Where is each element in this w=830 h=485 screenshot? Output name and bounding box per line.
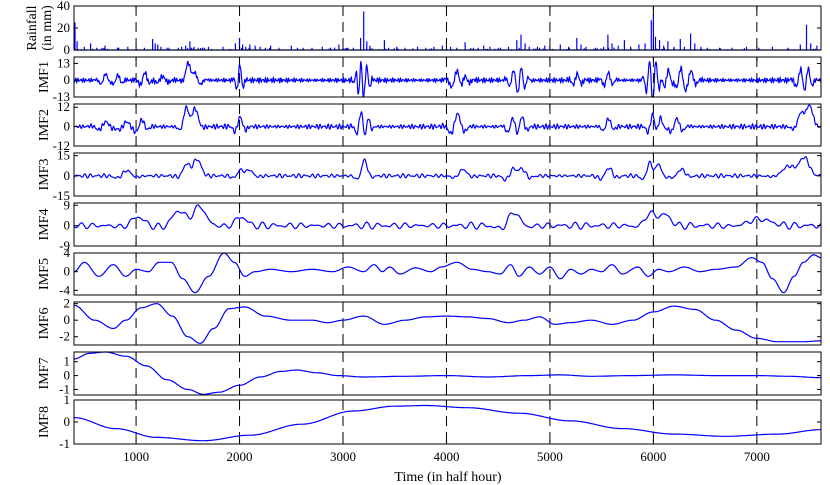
y-tick-label: -1 [59, 436, 70, 451]
y-axis-label-imf2: IMF2 [37, 109, 52, 141]
x-axis-label: Time (in half hour) [394, 470, 502, 485]
y-axis-label-imf7: IMF7 [37, 358, 52, 390]
panel-frame-imf6 [73, 301, 822, 346]
y-tick-label: 13 [57, 55, 70, 70]
y-tick-label: 0 [64, 168, 71, 183]
y-axis-label-rainfall: (in mm) [40, 5, 55, 51]
y-axis-label-imf6: IMF6 [37, 308, 52, 340]
y-tick-label: 4 [64, 245, 71, 260]
y-axis-label-imf5: IMF5 [37, 258, 52, 290]
y-axis-label-imf3: IMF3 [37, 159, 52, 191]
series-line-imf4 [73, 204, 822, 231]
y-tick-label: 40 [57, 0, 70, 13]
y-tick-label: -1 [59, 381, 70, 396]
x-tick-label: 2000 [227, 449, 253, 464]
x-tick-label: 5000 [537, 449, 563, 464]
y-tick-label: 0 [64, 218, 71, 233]
panel-imf8: -1 0 1 IMF8 [37, 392, 822, 451]
y-tick-label: 0 [64, 312, 71, 327]
panel-frame-imf1 [73, 56, 822, 98]
panel-imf7: -101 IMF7 [37, 351, 822, 396]
y-tick-label: 15 [57, 148, 70, 163]
x-tick-label: 7000 [744, 449, 770, 464]
y-tick-label: 20 [57, 20, 70, 35]
panel-frame-imf7 [73, 351, 822, 396]
panel-frame-imf4 [73, 202, 822, 247]
series-line-rainfall [74, 11, 821, 51]
series-line-imf1 [73, 60, 822, 98]
x-tick-label: 3000 [330, 449, 356, 464]
panel-imf4: -9 0 9 IMF4 [37, 197, 822, 253]
series-line-imf8 [74, 404, 821, 442]
series-line-imf2 [73, 104, 821, 136]
panel-imf3: -15 0 15 IMF3 [37, 148, 822, 203]
panel-frame-rainfall [73, 5, 822, 51]
y-tick-label: 0 [64, 119, 71, 134]
y-tick-label: 0 [64, 414, 71, 429]
series-line-imf7 [74, 351, 821, 395]
panel-imf6: -2 02 IMF6 [37, 296, 822, 346]
series-line-imf5 [73, 252, 821, 294]
panel-frame-imf3 [73, 152, 822, 197]
y-tick-label: -12 [53, 138, 70, 153]
panel-rainfall: 0 20 40 Rainfall (in mm) [25, 0, 822, 57]
y-tick-label: -2 [59, 329, 70, 344]
y-tick-label: 0 [64, 72, 71, 87]
y-tick-label: -4 [59, 282, 70, 297]
y-tick-label: 1 [64, 392, 71, 407]
y-tick-label: 0 [64, 368, 71, 383]
y-tick-label: -9 [59, 238, 70, 253]
series-line-imf6 [73, 303, 821, 344]
y-axis-label-imf1: IMF1 [37, 61, 52, 93]
y-axis-label-rainfall: Rainfall [25, 5, 40, 50]
x-tick-label: 1000 [123, 449, 149, 464]
series-line-imf3 [73, 156, 822, 182]
y-axis-label-imf4: IMF4 [37, 209, 52, 241]
y-tick-label: 0 [64, 42, 71, 57]
y-tick-label: 0 [64, 264, 71, 279]
y-tick-label: 12 [57, 99, 70, 114]
panel-imf1: -13 0 13 IMF1 [37, 55, 822, 104]
x-tick-label: 6000 [640, 449, 666, 464]
x-tick-label: 4000 [433, 449, 459, 464]
y-axis-label-imf8: IMF8 [37, 406, 52, 438]
panel-frame-imf5 [73, 252, 822, 296]
y-tick-label: 2 [64, 296, 71, 311]
y-tick-label: -13 [53, 89, 70, 104]
y-tick-label: 1 [64, 354, 71, 369]
panel-imf2: -12 0 12 IMF2 [37, 99, 822, 153]
panel-frame-imf2 [73, 103, 822, 147]
panel-imf5: -4 0 4 IMF5 [37, 245, 822, 297]
y-tick-label: -15 [53, 188, 70, 203]
y-tick-label: 9 [64, 197, 71, 212]
